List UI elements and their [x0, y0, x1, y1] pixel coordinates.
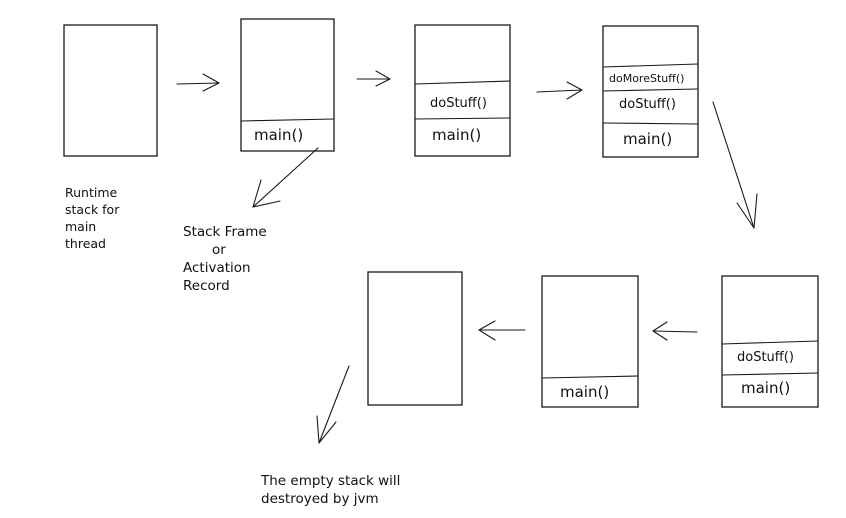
- arrow-to-stack-3: [356, 70, 391, 87]
- stack-1-empty: [63, 24, 158, 157]
- empty-note-line-1: The empty stack will: [261, 473, 401, 489]
- stack-5-divider-bottom: [721, 372, 819, 376]
- stack-2-divider: [240, 118, 335, 122]
- stack-6-main-frame: main(): [560, 383, 609, 401]
- stack-3-box: [414, 24, 511, 157]
- stack-6: main(): [541, 275, 639, 408]
- stack-4-domorestuff-frame: doMoreStuff(): [609, 72, 684, 85]
- stack-4-divider-1: [602, 63, 699, 68]
- stack-5-main-frame: main(): [741, 379, 790, 397]
- stack-6-divider: [541, 375, 639, 379]
- stack-4-divider-3: [602, 122, 699, 125]
- arrow-to-stack-5: [712, 101, 758, 229]
- stack-4-main-frame: main(): [623, 130, 672, 148]
- runtime-stack-note: Runtime stack for main thread: [65, 184, 119, 252]
- stack-6-box: [541, 275, 639, 408]
- arrow-to-stack-4: [536, 81, 583, 100]
- stack-5-divider-top: [721, 340, 819, 345]
- stack-4-dostuff-frame: doStuff(): [619, 97, 676, 112]
- frame-note-line-1: Stack Frame: [183, 224, 267, 240]
- arrow-to-stack-2: [176, 73, 220, 92]
- stack-3-divider-bottom: [414, 117, 511, 120]
- stack-2-main-frame: main(): [254, 126, 303, 144]
- stack-3-main-frame: main(): [432, 126, 481, 144]
- stack-4-box: [602, 25, 699, 158]
- arrow-to-empty-stack-note: [316, 365, 350, 444]
- runtime-note-line-4: thread: [65, 236, 106, 251]
- arrow-to-stack-7: [478, 320, 526, 341]
- frame-note-line-3: Activation: [183, 260, 251, 276]
- stack-3: doStuff() main(): [414, 24, 511, 157]
- runtime-note-line-1: Runtime: [65, 185, 118, 200]
- stack-3-dostuff-frame: doStuff(): [430, 96, 487, 111]
- frame-note-line-2: or: [212, 242, 226, 258]
- arrow-to-stack-frame-note: [252, 147, 319, 208]
- stack-4: doMoreStuff() doStuff() main(): [602, 25, 699, 158]
- stack-5: doStuff() main(): [721, 275, 819, 408]
- arrow-to-stack-6: [652, 321, 698, 341]
- stack-5-dostuff-frame: doStuff(): [737, 350, 794, 365]
- empty-note-line-2: destroyed by jvm: [261, 491, 379, 507]
- runtime-note-line-3: main: [65, 219, 97, 234]
- empty-stack-note: The empty stack will destroyed by jvm: [261, 472, 400, 508]
- stack-3-divider-top: [414, 80, 511, 85]
- runtime-note-line-2: stack for: [65, 202, 120, 217]
- stack-4-divider-2: [602, 88, 699, 92]
- stack-frame-note: Stack Frame or Activation Record: [183, 223, 267, 295]
- stack-2: main(): [240, 18, 335, 152]
- stack-2-box: [240, 18, 335, 152]
- stack-7-empty: [367, 271, 463, 406]
- frame-note-line-4: Record: [183, 278, 230, 294]
